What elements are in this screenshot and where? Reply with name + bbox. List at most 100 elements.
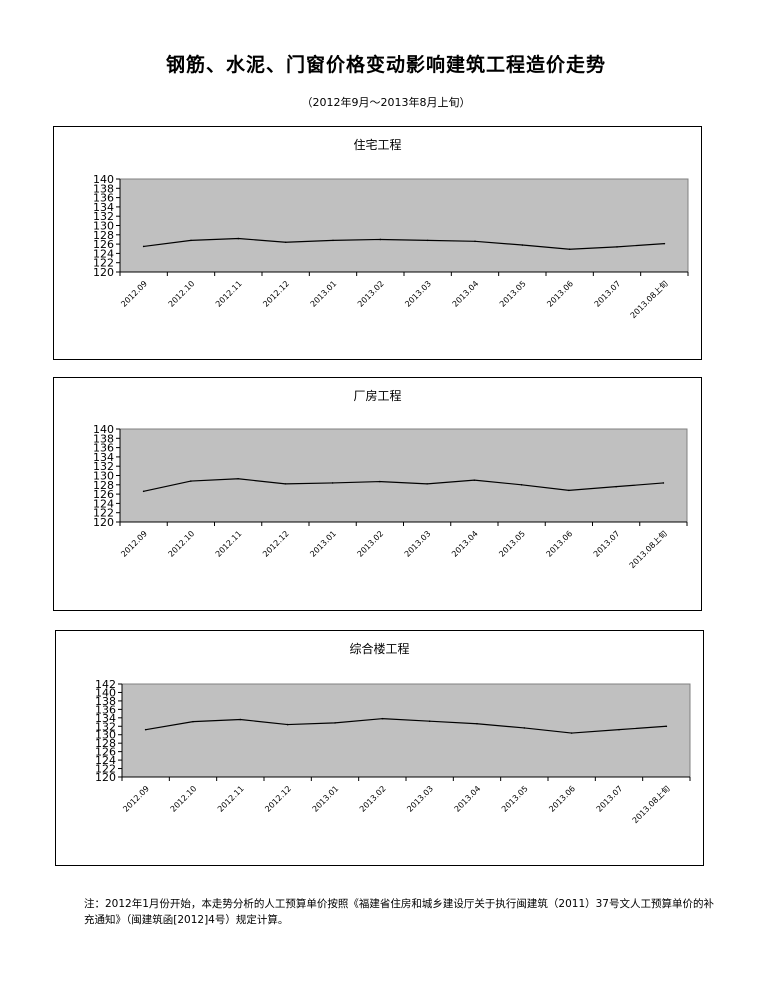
y-tick-label: 134 xyxy=(93,201,114,214)
x-tick-label: 2013.05 xyxy=(500,784,530,814)
data-point xyxy=(142,245,145,248)
x-tick-label: 2013.01 xyxy=(309,279,339,309)
data-point xyxy=(142,490,145,493)
x-tick-label: 2012.12 xyxy=(261,279,291,309)
data-point xyxy=(284,241,287,244)
y-tick-label: 132 xyxy=(95,720,116,733)
y-tick-label: 140 xyxy=(95,686,116,699)
x-tick-label: 2013.03 xyxy=(403,529,433,559)
x-tick-label: 2013.01 xyxy=(308,529,338,559)
y-tick-label: 124 xyxy=(93,247,114,260)
data-point xyxy=(616,246,618,248)
data-point xyxy=(476,722,478,725)
y-tick-label: 136 xyxy=(93,442,114,455)
data-point xyxy=(190,239,192,242)
y-tick-label: 140 xyxy=(93,173,114,186)
x-tick-label: 2013.04 xyxy=(450,529,480,559)
x-tick-label: 2013.04 xyxy=(451,279,481,309)
chart-panel-complex: 综合楼工程 120 122 124 126 128 130 132 134 136 138 140 14… xyxy=(55,630,704,866)
footnote: 注：2012年1月份开始，本走势分析的人工预算单价按照《福建省住房和城乡建设厅关… xyxy=(84,898,714,926)
y-tick-label: 124 xyxy=(95,754,116,767)
y-tick-label: 122 xyxy=(95,763,116,776)
x-tick-label: 2012.10 xyxy=(169,784,199,814)
data-point xyxy=(663,242,666,245)
plot-area xyxy=(119,428,688,523)
chart-complex: 综合楼工程 12012212412612813013213413613814014… xyxy=(95,641,691,825)
data-point xyxy=(428,720,431,722)
main-title: 钢筋、水泥、门窗价格变动影响建筑工程造价走势 xyxy=(165,54,606,76)
y-tick-label: 138 xyxy=(93,432,114,445)
y-tick-label: 140 xyxy=(93,423,114,436)
data-point xyxy=(426,239,429,242)
x-tick-label: 2013.07 xyxy=(593,279,623,309)
plot-area xyxy=(119,178,689,273)
y-tick-label: 120 xyxy=(93,516,114,529)
x-tick-label: 2013.03 xyxy=(405,784,435,814)
x-tick-label: 2013.07 xyxy=(595,784,625,814)
x-tick-label: 2012.11 xyxy=(214,279,244,309)
y-tick-label: 128 xyxy=(93,479,114,492)
y-tick-label: 120 xyxy=(95,771,116,784)
data-point xyxy=(144,728,147,731)
x-tick-label: 2013.02 xyxy=(356,279,386,309)
x-tick-label: 2013.06 xyxy=(545,529,575,559)
y-tick-label: 134 xyxy=(93,451,114,464)
x-tick-label: 2012.12 xyxy=(263,784,293,814)
data-point xyxy=(665,725,668,728)
y-tick-label: 138 xyxy=(95,695,116,708)
x-tick-label: 2013.08上旬 xyxy=(630,783,672,825)
data-point xyxy=(332,239,334,242)
data-point xyxy=(426,483,428,485)
data-point xyxy=(237,237,240,240)
data-point xyxy=(334,722,336,724)
y-tick-label: 128 xyxy=(95,737,116,750)
data-point xyxy=(570,732,573,734)
data-point xyxy=(190,480,192,482)
data-point xyxy=(284,483,287,485)
x-tick-label: 2013.08上旬 xyxy=(627,528,669,570)
data-point xyxy=(379,238,382,241)
x-tick-label: 2012.09 xyxy=(119,529,149,559)
y-tick-label: 128 xyxy=(93,229,114,242)
data-point xyxy=(523,727,526,729)
y-tick-label: 120 xyxy=(93,266,114,279)
x-tick-label: 2012.09 xyxy=(121,784,151,814)
y-tick-label: 126 xyxy=(95,746,116,759)
x-tick-label: 2013.08上旬 xyxy=(628,278,670,320)
data-point xyxy=(618,728,620,731)
data-point xyxy=(662,482,665,484)
x-tick-label: 2013.05 xyxy=(497,529,527,559)
y-tick-label: 134 xyxy=(95,712,116,725)
data-point xyxy=(379,480,381,483)
data-point xyxy=(192,720,194,723)
data-point xyxy=(239,718,242,721)
x-tick-label: 2013.02 xyxy=(356,529,386,559)
data-point xyxy=(237,477,239,480)
series-line xyxy=(143,478,664,492)
data-point xyxy=(568,489,570,492)
x-tick-label: 2012.11 xyxy=(214,529,244,559)
data-point xyxy=(520,484,523,486)
chart-title: 综合楼工程 xyxy=(349,641,409,656)
chart-panel-residential: 住宅工程 120 122 124 126 128 130 132 134 136 138 140 201… xyxy=(53,126,702,360)
chart-panel-factory: 厂房工程 120 122 124 126 128 130 132 134 136 138 140 201… xyxy=(53,377,702,611)
data-point xyxy=(381,717,384,720)
x-tick-label: 2012.10 xyxy=(167,529,197,559)
data-point xyxy=(286,723,289,726)
x-tick-label: 2012.10 xyxy=(167,279,197,309)
y-tick-label: 122 xyxy=(93,257,114,270)
x-tick-label: 2013.01 xyxy=(311,784,341,814)
data-point xyxy=(521,244,524,246)
data-point xyxy=(615,485,617,488)
chart-title: 厂房工程 xyxy=(353,388,401,403)
y-tick-label: 122 xyxy=(93,507,114,520)
x-tick-label: 2012.12 xyxy=(261,529,291,559)
y-tick-label: 136 xyxy=(95,703,116,716)
y-tick-label: 124 xyxy=(93,497,114,510)
y-tick-label: 130 xyxy=(93,470,114,483)
y-tick-label: 138 xyxy=(93,182,114,195)
x-tick-label: 2013.06 xyxy=(545,279,575,309)
data-point xyxy=(473,479,476,481)
x-tick-label: 2013.02 xyxy=(358,784,388,814)
